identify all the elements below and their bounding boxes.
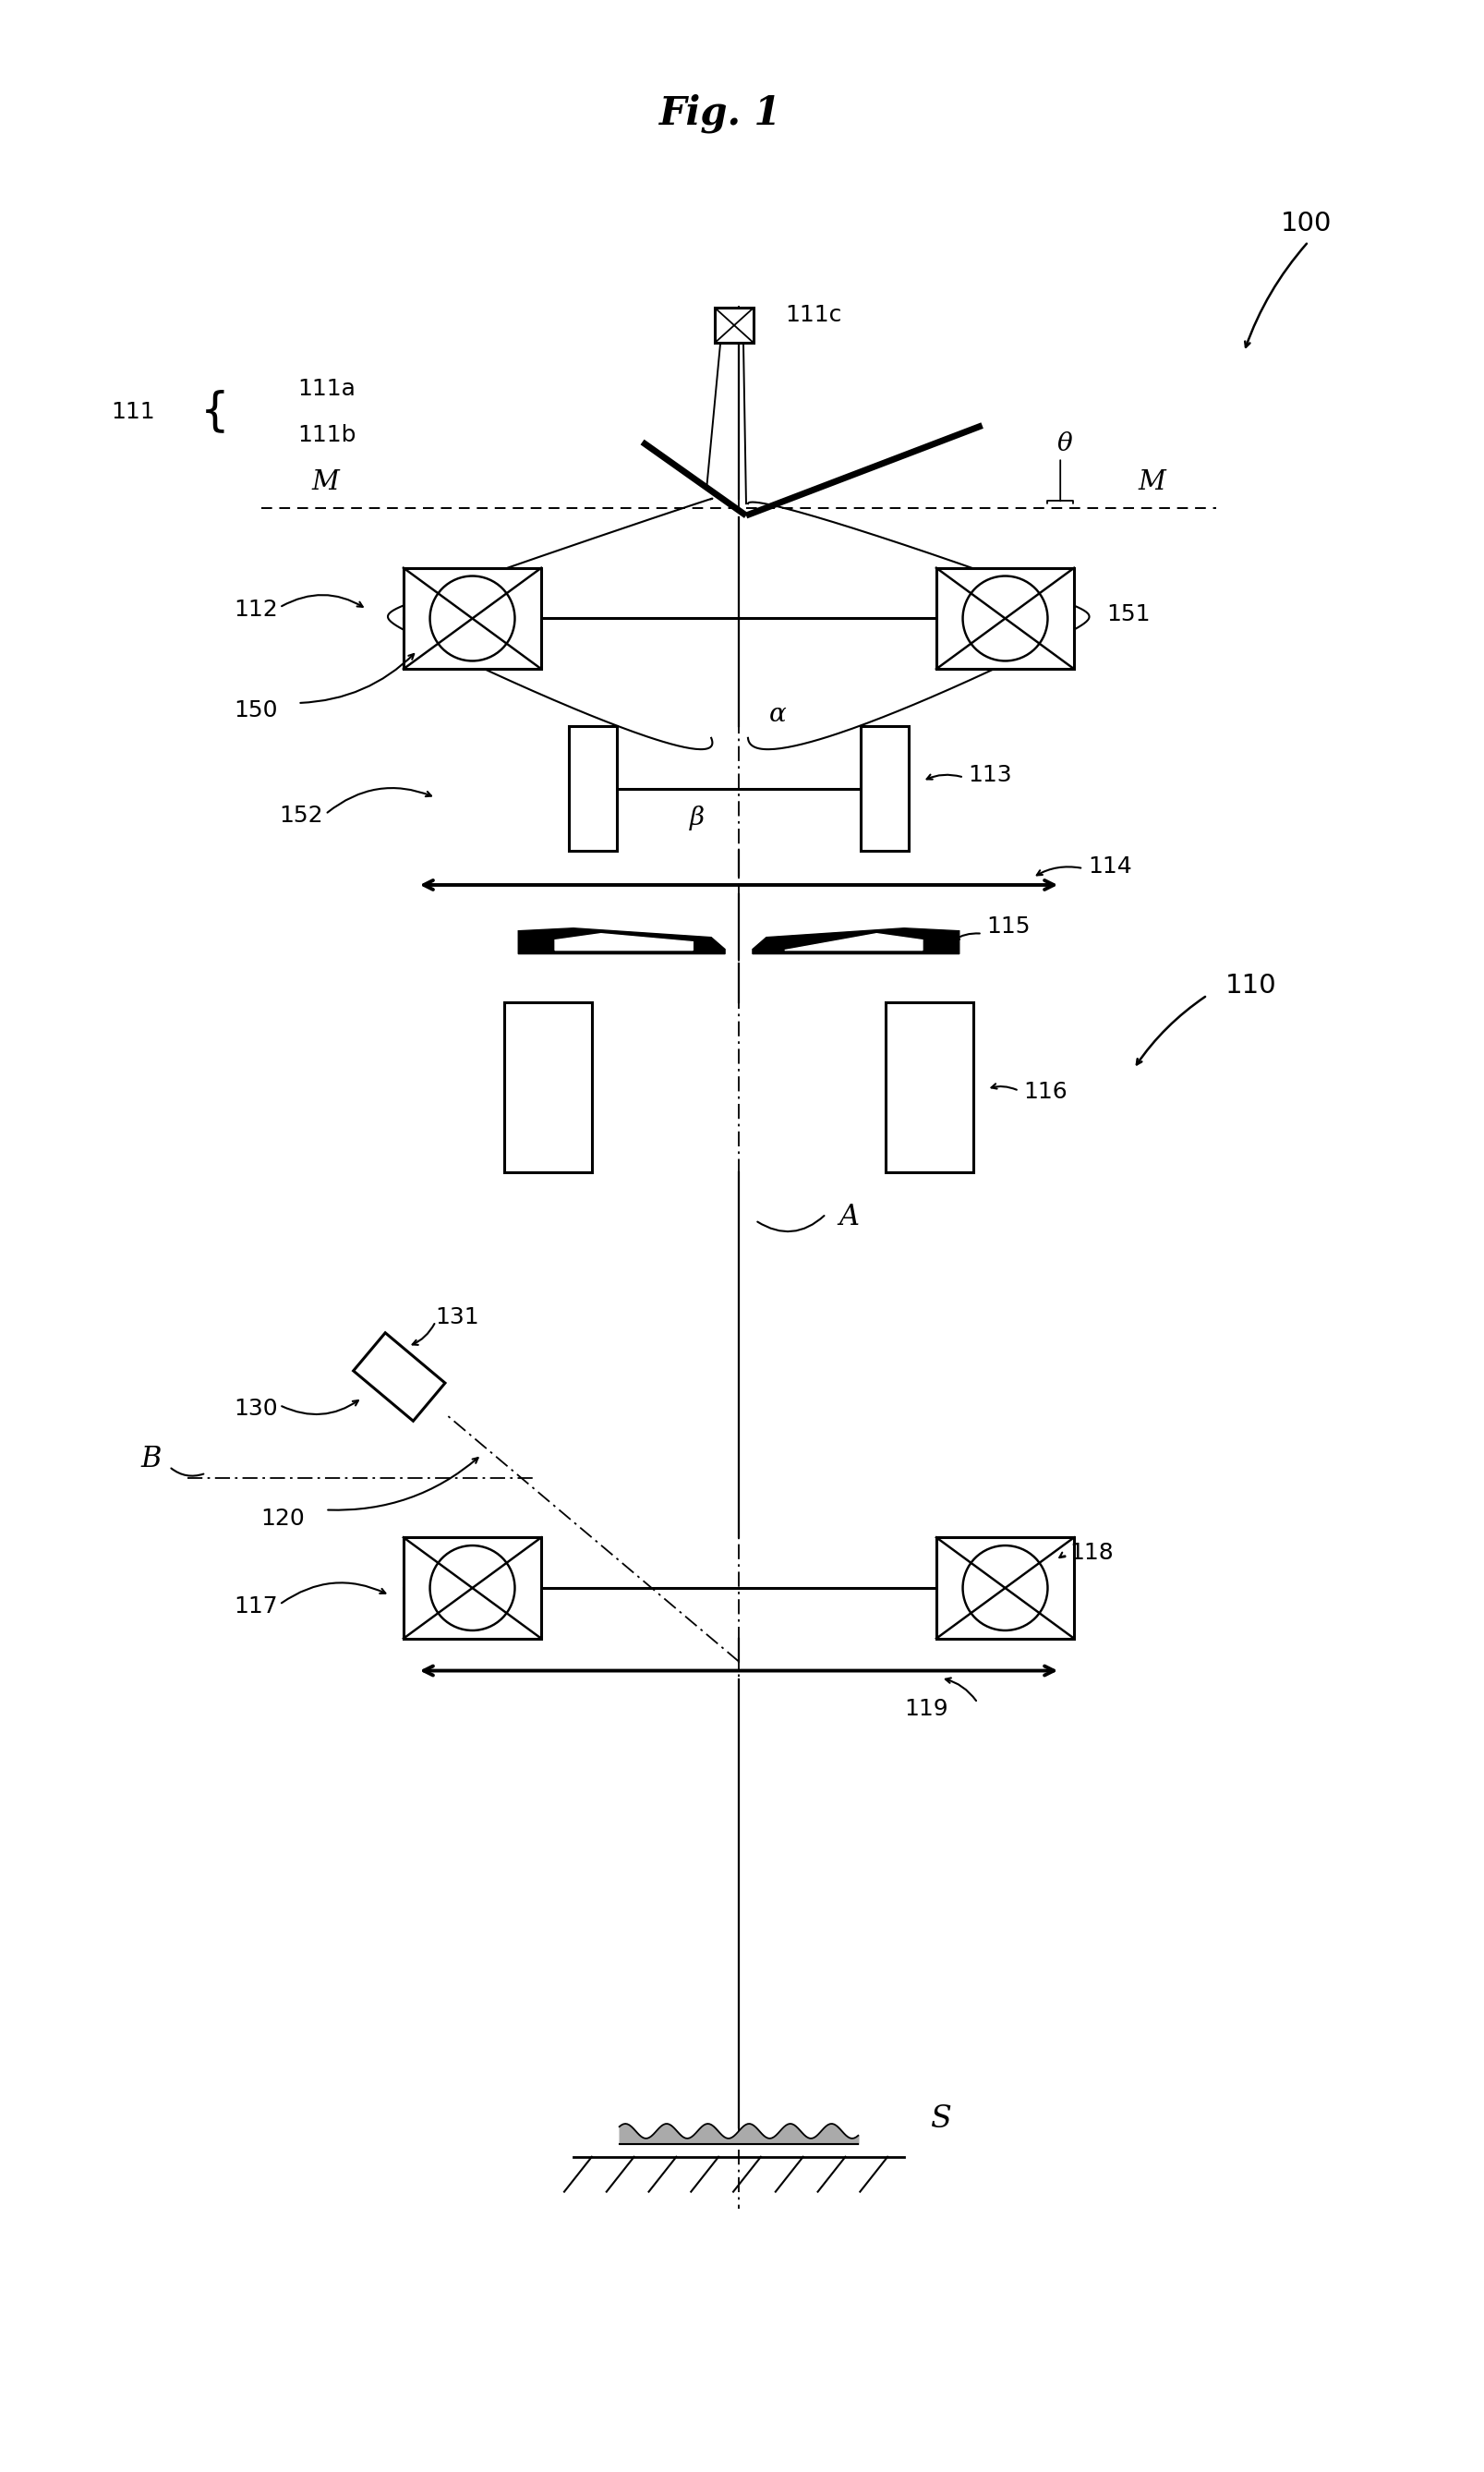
Polygon shape <box>518 927 726 954</box>
Text: B: B <box>141 1444 162 1473</box>
Bar <box>404 1538 542 1639</box>
Text: 113: 113 <box>969 764 1012 786</box>
Polygon shape <box>752 927 959 954</box>
Text: 131: 131 <box>436 1305 479 1327</box>
Text: 110: 110 <box>1226 974 1278 999</box>
Text: θ: θ <box>1057 433 1073 457</box>
Text: S: S <box>930 2104 951 2133</box>
Bar <box>936 1538 1074 1639</box>
Text: M: M <box>1138 470 1166 494</box>
Text: 120: 120 <box>261 1508 306 1530</box>
Bar <box>404 569 542 670</box>
Bar <box>505 1001 592 1172</box>
Text: 150: 150 <box>233 700 278 722</box>
Polygon shape <box>785 934 923 949</box>
Text: 130: 130 <box>233 1397 278 1419</box>
Bar <box>886 1001 974 1172</box>
Bar <box>936 569 1074 670</box>
Text: M: M <box>312 470 340 494</box>
Bar <box>715 309 754 344</box>
Text: 118: 118 <box>1070 1543 1113 1565</box>
Text: 117: 117 <box>233 1594 278 1617</box>
Text: A: A <box>838 1204 859 1231</box>
Bar <box>353 1332 445 1421</box>
Text: 151: 151 <box>1106 603 1150 625</box>
Text: 112: 112 <box>233 598 278 620</box>
Text: Fig. 1: Fig. 1 <box>659 94 782 133</box>
Text: 111b: 111b <box>298 423 356 445</box>
Bar <box>861 727 908 850</box>
Text: 111: 111 <box>111 400 156 423</box>
Text: α: α <box>769 702 787 727</box>
Text: {: { <box>200 391 230 435</box>
Text: 111a: 111a <box>298 378 356 400</box>
Text: 115: 115 <box>987 915 1031 937</box>
Text: 114: 114 <box>1088 855 1132 878</box>
Text: 100: 100 <box>1281 210 1333 237</box>
Polygon shape <box>555 934 693 949</box>
Text: β: β <box>690 806 705 831</box>
Text: 119: 119 <box>904 1698 948 1721</box>
Text: 152: 152 <box>279 806 324 828</box>
Bar <box>568 727 616 850</box>
Text: 116: 116 <box>1024 1080 1067 1103</box>
Text: 111c: 111c <box>785 304 841 326</box>
